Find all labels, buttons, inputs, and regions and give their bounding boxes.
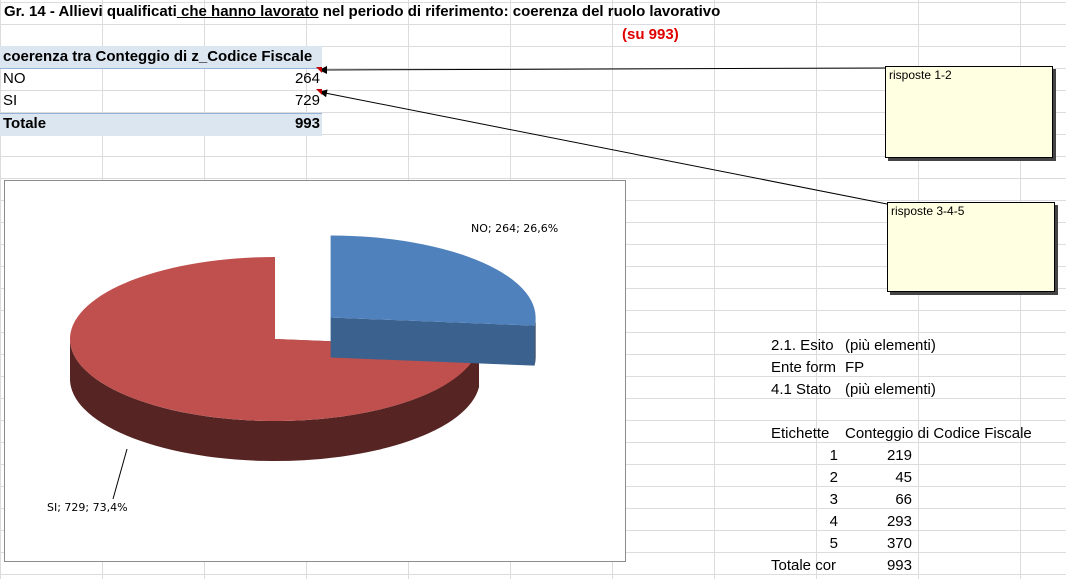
pivot2-header-label[interactable]: Etichette (771, 425, 830, 442)
pivot-total-value[interactable]: 993 (294, 115, 320, 132)
pivot2-row-value[interactable]: 219 (886, 447, 912, 464)
data-label-no: NO; 264; 26,6% (471, 222, 558, 235)
pivot-total-label[interactable]: Totale (3, 115, 47, 132)
pivot-row-value[interactable]: 264 (294, 70, 320, 87)
pie-slice-si-rim (70, 339, 479, 461)
pivot2-row-value[interactable]: 370 (886, 535, 912, 552)
pivot2-header-value[interactable]: Conteggio di Codice Fiscale (845, 425, 1032, 442)
comment-indicator[interactable] (316, 89, 322, 95)
pie-slice-no-side (330, 317, 535, 366)
filter-label[interactable]: 2.1. Esito (771, 337, 834, 354)
pie-slice-no[interactable] (330, 235, 536, 326)
leader-line-si (112, 448, 128, 500)
pivot2-total-label[interactable]: Totale cor (771, 557, 837, 574)
filter-label[interactable]: 4.1 Stato (771, 381, 832, 398)
filter-value[interactable]: FP (845, 359, 865, 376)
pivot2-row-label[interactable]: 1 (829, 447, 838, 464)
pivot-total-bg (0, 113, 322, 136)
pivot-header-bg (0, 46, 322, 69)
pie-slice-si[interactable] (69, 257, 479, 421)
pivot-header[interactable]: coerenza tra Conteggio di z_Codice Fisca… (3, 48, 313, 65)
pivot2-row-label[interactable]: 3 (829, 491, 838, 508)
pivot2-row-label[interactable]: 5 (829, 535, 838, 552)
filter-value[interactable]: (più elementi) (845, 337, 936, 354)
pivot2-row-label[interactable]: 2 (829, 469, 838, 486)
pivot2-row-value[interactable]: 293 (886, 513, 912, 530)
filter-label[interactable]: Ente form (771, 359, 837, 376)
pivot2-total-value[interactable]: 993 (886, 557, 912, 574)
pivot2-row-value[interactable]: 66 (895, 491, 912, 508)
comment-note[interactable]: risposte 1-2 (885, 66, 1053, 158)
sheet-subtitle: (su 993) (622, 26, 679, 43)
filter-value[interactable]: (più elementi) (845, 381, 936, 398)
comment-indicator[interactable] (316, 67, 322, 73)
pivot-row-label[interactable]: NO (3, 70, 26, 87)
sheet-title: Gr. 14 - Allievi qualificati che hanno l… (4, 3, 721, 20)
pivot-row-label[interactable]: SI (3, 92, 18, 109)
comment-note[interactable]: risposte 3-4-5 (887, 202, 1055, 292)
pie-chart[interactable]: NO; 264; 26,6% SI; 729; 73,4% (4, 180, 626, 562)
pie-slice-no-rim (534, 317, 536, 366)
pivot-row-value[interactable]: 729 (294, 92, 320, 109)
data-label-si: SI; 729; 73,4% (47, 501, 128, 514)
pivot2-row-value[interactable]: 45 (895, 469, 912, 486)
pivot2-row-label[interactable]: 4 (829, 513, 838, 530)
